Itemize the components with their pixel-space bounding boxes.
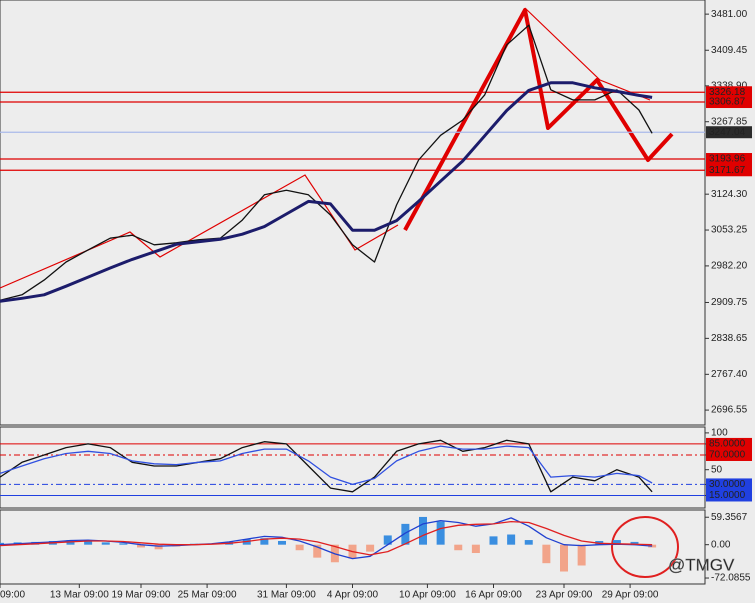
histogram-bar <box>489 536 498 545</box>
series-line <box>0 24 653 301</box>
histogram-bar <box>84 540 93 545</box>
histogram-bar <box>454 544 463 551</box>
histogram-bar <box>278 540 286 545</box>
y-tick-label: 85.0000 <box>709 439 746 450</box>
level-box <box>706 448 752 461</box>
level-box <box>706 126 752 139</box>
histogram-bar <box>137 544 145 548</box>
histogram-bar <box>295 544 304 551</box>
x-tick-label: 25 Mar 09:00 <box>178 590 237 601</box>
histogram-bar <box>313 544 322 558</box>
x-tick-label: 31 Mar 09:00 <box>257 590 316 601</box>
level-label: 3171.67 <box>709 165 746 176</box>
histogram-bar <box>419 516 427 545</box>
histogram-bar <box>577 544 586 566</box>
level-label: 3193.96 <box>709 154 746 165</box>
histogram-bar <box>507 534 516 545</box>
histogram-bar <box>366 544 375 552</box>
series-line <box>0 81 653 303</box>
histogram-bar <box>119 543 128 545</box>
histogram-bar <box>471 544 480 554</box>
level-box <box>706 437 752 450</box>
level-box <box>706 86 752 99</box>
watermark: @TMGV <box>668 555 735 574</box>
y-tick-label: 3481.00 <box>711 9 748 20</box>
y-tick-label: 2767.40 <box>711 369 748 380</box>
histogram-bar <box>260 538 269 545</box>
y-tick-label: 70.0000 <box>709 450 746 461</box>
x-tick-label: 19 Mar 09:00 <box>112 590 171 601</box>
histogram-bar <box>401 523 410 545</box>
level-box <box>706 478 752 491</box>
y-tick-label: 3338.90 <box>711 80 748 91</box>
level-label: 3326.18 <box>709 87 746 98</box>
x-tick-label: 09:00 <box>0 590 25 601</box>
histogram-bar <box>524 540 533 545</box>
y-tick-label: 2982.20 <box>711 261 748 272</box>
histogram-bar <box>101 542 110 545</box>
series-line <box>0 439 653 493</box>
histogram-bar <box>560 544 568 572</box>
y-tick-label: 3409.45 <box>711 45 748 56</box>
y-tick-label: 3124.30 <box>711 189 748 200</box>
x-tick-label: 29 Apr 09:00 <box>602 590 659 601</box>
y-tick-label: 100 <box>711 428 728 439</box>
highlight-circle <box>611 516 679 578</box>
level-label: 3247.04 <box>709 127 746 138</box>
histogram-bar <box>542 544 551 564</box>
histogram-bar <box>612 540 621 545</box>
y-tick-label: 0.00 <box>711 539 731 550</box>
y-tick-label: 3053.25 <box>711 225 748 236</box>
level-box <box>706 96 752 109</box>
y-tick-label: 2696.55 <box>711 405 748 416</box>
histogram-bar <box>154 544 163 550</box>
y-tick-label: 50 <box>711 464 723 475</box>
y-tick-label: 2909.75 <box>711 297 748 308</box>
x-tick-label: 16 Apr 09:00 <box>465 590 522 601</box>
y-tick-label: 3267.85 <box>711 116 748 127</box>
level-box <box>706 164 752 177</box>
y-tick-label: 59.3567 <box>711 512 748 523</box>
histogram-bar <box>630 541 639 545</box>
series-line <box>0 445 653 486</box>
x-tick-label: 10 Apr 09:00 <box>399 590 456 601</box>
y-tick-label: -72.0855 <box>711 573 751 584</box>
level-label: 3306.87 <box>709 97 746 108</box>
main-panel <box>0 0 706 426</box>
zigzag-thin <box>0 174 399 289</box>
y-tick-label: 30.0000 <box>709 479 746 490</box>
rsi-panel <box>0 426 706 509</box>
level-box <box>706 489 752 502</box>
histogram-bar <box>648 544 657 548</box>
y-tick-label: 15.0000 <box>709 490 746 501</box>
histogram-bar <box>0 542 4 545</box>
arrow-path <box>403 8 674 231</box>
x-tick-label: 13 Mar 09:00 <box>50 590 109 601</box>
y-tick-label: 2838.65 <box>711 333 748 344</box>
histogram-bar <box>436 521 445 545</box>
series-line <box>0 520 653 556</box>
level-box <box>706 153 752 166</box>
x-tick-label: 23 Apr 09:00 <box>536 590 593 601</box>
x-tick-label: 4 Apr 09:00 <box>327 590 379 601</box>
histogram-bar <box>383 535 392 545</box>
